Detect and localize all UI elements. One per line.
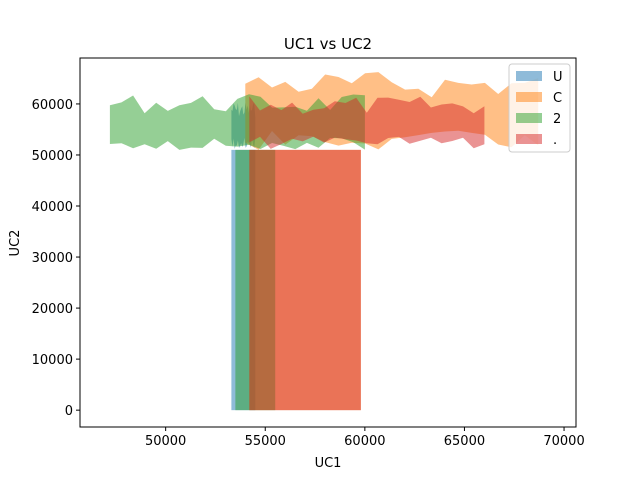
legend-label: 2 bbox=[553, 112, 561, 127]
y-tick-label: 20000 bbox=[32, 302, 73, 317]
legend-box bbox=[508, 63, 571, 153]
chart-title: UC1 vs UC2 bbox=[284, 35, 372, 53]
y-axis: 0 10000 20000 30000 40000 50000 60000 bbox=[32, 98, 80, 419]
axes-frame bbox=[79, 57, 577, 428]
legend-swatch bbox=[516, 134, 542, 144]
legend-swatch bbox=[516, 113, 542, 123]
y-tick-label: 50000 bbox=[32, 149, 73, 164]
legend-label: C bbox=[553, 91, 562, 106]
plot-area bbox=[109, 72, 539, 411]
legend-label: . bbox=[553, 133, 557, 148]
y-tick-label: 30000 bbox=[32, 251, 73, 266]
series-3-fan bbox=[249, 96, 485, 149]
x-tick-label: 50000 bbox=[145, 434, 186, 449]
x-tick-label: 65000 bbox=[444, 434, 485, 449]
y-tick-label: 10000 bbox=[32, 353, 73, 368]
x-axis-label: UC1 bbox=[315, 456, 342, 471]
y-tick-label: 0 bbox=[65, 404, 73, 419]
legend-label: U bbox=[553, 70, 563, 85]
x-tick-label: 60000 bbox=[344, 434, 385, 449]
x-tick-label: 70000 bbox=[543, 434, 584, 449]
y-axis-label: UC2 bbox=[8, 230, 23, 257]
series-3-area bbox=[249, 96, 485, 411]
x-axis: 50000 55000 60000 65000 70000 bbox=[145, 427, 585, 449]
legend-swatch bbox=[516, 71, 542, 81]
legend-swatch bbox=[516, 92, 542, 102]
series-3-column bbox=[249, 149, 361, 411]
y-tick-label: 60000 bbox=[32, 98, 73, 113]
y-tick-label: 40000 bbox=[32, 200, 73, 215]
legend: UC 2. bbox=[508, 63, 571, 153]
x-tick-label: 55000 bbox=[245, 434, 286, 449]
